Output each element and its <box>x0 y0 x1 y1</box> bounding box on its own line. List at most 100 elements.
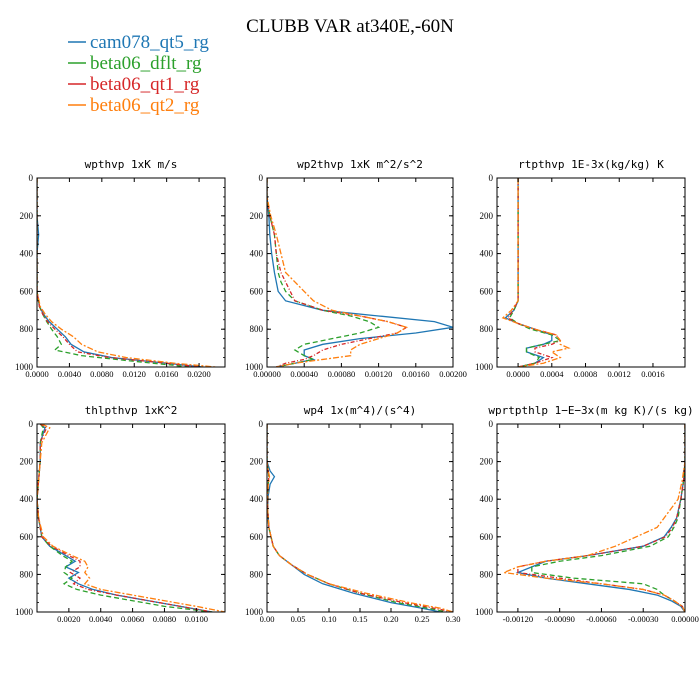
panel-title: thlpthvp 1xK^2 <box>85 404 178 417</box>
series-line <box>531 424 685 612</box>
series-line <box>267 178 381 367</box>
legend-label: cam078_qt5_rg <box>90 32 209 53</box>
x-tick-label: 0.0016 <box>641 369 664 379</box>
x-tick-label: 0.0040 <box>58 369 81 379</box>
y-tick-label: 800 <box>20 569 34 579</box>
series-group <box>501 424 685 612</box>
y-tick-label: 200 <box>20 211 34 221</box>
x-tick-label: 0.05 <box>291 614 306 624</box>
x-tick-label: 0.0120 <box>123 369 146 379</box>
x-tick-label: 0.0004 <box>540 369 564 379</box>
series-line <box>267 178 409 367</box>
y-tick-label: 400 <box>20 249 34 259</box>
y-tick-label: 200 <box>250 457 264 467</box>
y-tick-label: 0 <box>489 419 494 429</box>
y-tick-label: 1000 <box>475 607 494 617</box>
x-tick-label: 0.25 <box>415 614 430 624</box>
y-tick-label: 1000 <box>475 362 494 372</box>
legend-label: beta06_qt2_rg <box>90 95 200 116</box>
y-tick-label: 0 <box>29 173 34 183</box>
y-tick-label: 800 <box>20 324 34 334</box>
y-tick-label: 800 <box>250 324 264 334</box>
y-tick-label: 200 <box>480 211 494 221</box>
x-tick-label: 0.0008 <box>574 369 597 379</box>
y-tick-label: 1000 <box>245 607 264 617</box>
series-line <box>267 424 453 612</box>
x-tick-label: 0.0012 <box>608 369 631 379</box>
series-group <box>501 178 571 367</box>
y-tick-label: 200 <box>20 457 34 467</box>
series-group <box>267 178 453 367</box>
y-tick-label: 200 <box>250 211 264 221</box>
y-tick-label: 1000 <box>15 362 34 372</box>
x-tick-label: -0.00090 <box>544 614 574 624</box>
x-tick-label: 0.00120 <box>365 369 393 379</box>
y-tick-label: 600 <box>250 532 264 542</box>
x-tick-label: 0.00040 <box>290 369 318 379</box>
y-tick-label: 1000 <box>15 607 34 617</box>
chart-panel: wp2thvp 1xK m^2/s^2020040060080010000.00… <box>245 158 467 379</box>
series-line <box>501 178 571 367</box>
x-tick-label: 0.0020 <box>57 614 80 624</box>
panel-title: wp4 1x(m^4)/(s^4) <box>304 404 417 417</box>
x-tick-label: -0.00060 <box>586 614 616 624</box>
y-tick-label: 1000 <box>245 362 264 372</box>
legend-item: cam078_qt5_rg <box>68 32 209 53</box>
x-tick-label: 0.0200 <box>187 369 210 379</box>
series-group <box>267 424 453 612</box>
y-tick-label: 600 <box>250 286 264 296</box>
y-tick-label: 0 <box>259 419 264 429</box>
y-tick-label: 0 <box>29 419 34 429</box>
y-tick-label: 800 <box>480 324 494 334</box>
x-tick-label: 0.0160 <box>155 369 178 379</box>
x-tick-label: 0.0080 <box>90 369 113 379</box>
series-line <box>267 424 447 612</box>
legend-item: beta06_qt2_rg <box>68 95 200 116</box>
panel-title: wpthvp 1xK m/s <box>85 158 178 171</box>
x-tick-label: 0.0040 <box>89 614 112 624</box>
plot-frame <box>36 177 226 368</box>
series-line <box>267 424 441 612</box>
series-line <box>37 178 200 367</box>
legend-label: beta06_qt1_rg <box>90 74 200 95</box>
x-tick-label: 0.0000 <box>506 369 529 379</box>
figure-title: CLUBB VAR at340E,-60N <box>246 16 454 37</box>
x-tick-label: 0.00000 <box>253 369 281 379</box>
y-tick-label: 800 <box>480 569 494 579</box>
series-line <box>37 424 213 612</box>
series-line <box>37 178 192 367</box>
panel-title: wp2thvp 1xK m^2/s^2 <box>297 158 423 171</box>
y-tick-label: 800 <box>250 569 264 579</box>
x-tick-label: 0.15 <box>353 614 368 624</box>
chart-panel: rtpthvp 1E-3x(kg/kg) K 0 200 400 600 800 1000 0… <box>475 158 686 379</box>
y-tick-label: 600 <box>480 286 494 296</box>
plot-frame <box>266 423 454 613</box>
y-tick-label: 400 <box>250 249 264 259</box>
x-tick-label: 0.20 <box>384 614 399 624</box>
series-line <box>37 424 213 612</box>
legend-item: beta06_dflt_rg <box>68 53 202 74</box>
y-tick-label: 600 <box>20 286 34 296</box>
y-tick-label: 600 <box>20 532 34 542</box>
y-tick-label: 0 <box>259 173 264 183</box>
x-tick-label: 0.0000 <box>25 369 48 379</box>
legend-item: beta06_qt1_rg <box>68 74 200 95</box>
series-line <box>267 178 453 367</box>
legend: cam078_qt5_rgbeta06_dflt_rgbeta06_qt1_rg… <box>68 32 209 116</box>
y-tick-label: 600 <box>480 532 494 542</box>
plot-frame <box>496 177 686 368</box>
x-tick-label: 0.00160 <box>402 369 430 379</box>
series-line <box>37 178 216 367</box>
y-tick-label: 400 <box>480 494 494 504</box>
series-line <box>37 178 204 367</box>
series-line <box>267 178 409 367</box>
x-tick-label: -0.00120 <box>503 614 533 624</box>
legend-label: beta06_dflt_rg <box>90 53 202 74</box>
x-tick-label: 0.10 <box>322 614 337 624</box>
series-line <box>504 178 553 367</box>
y-tick-label: 0 <box>489 173 494 183</box>
